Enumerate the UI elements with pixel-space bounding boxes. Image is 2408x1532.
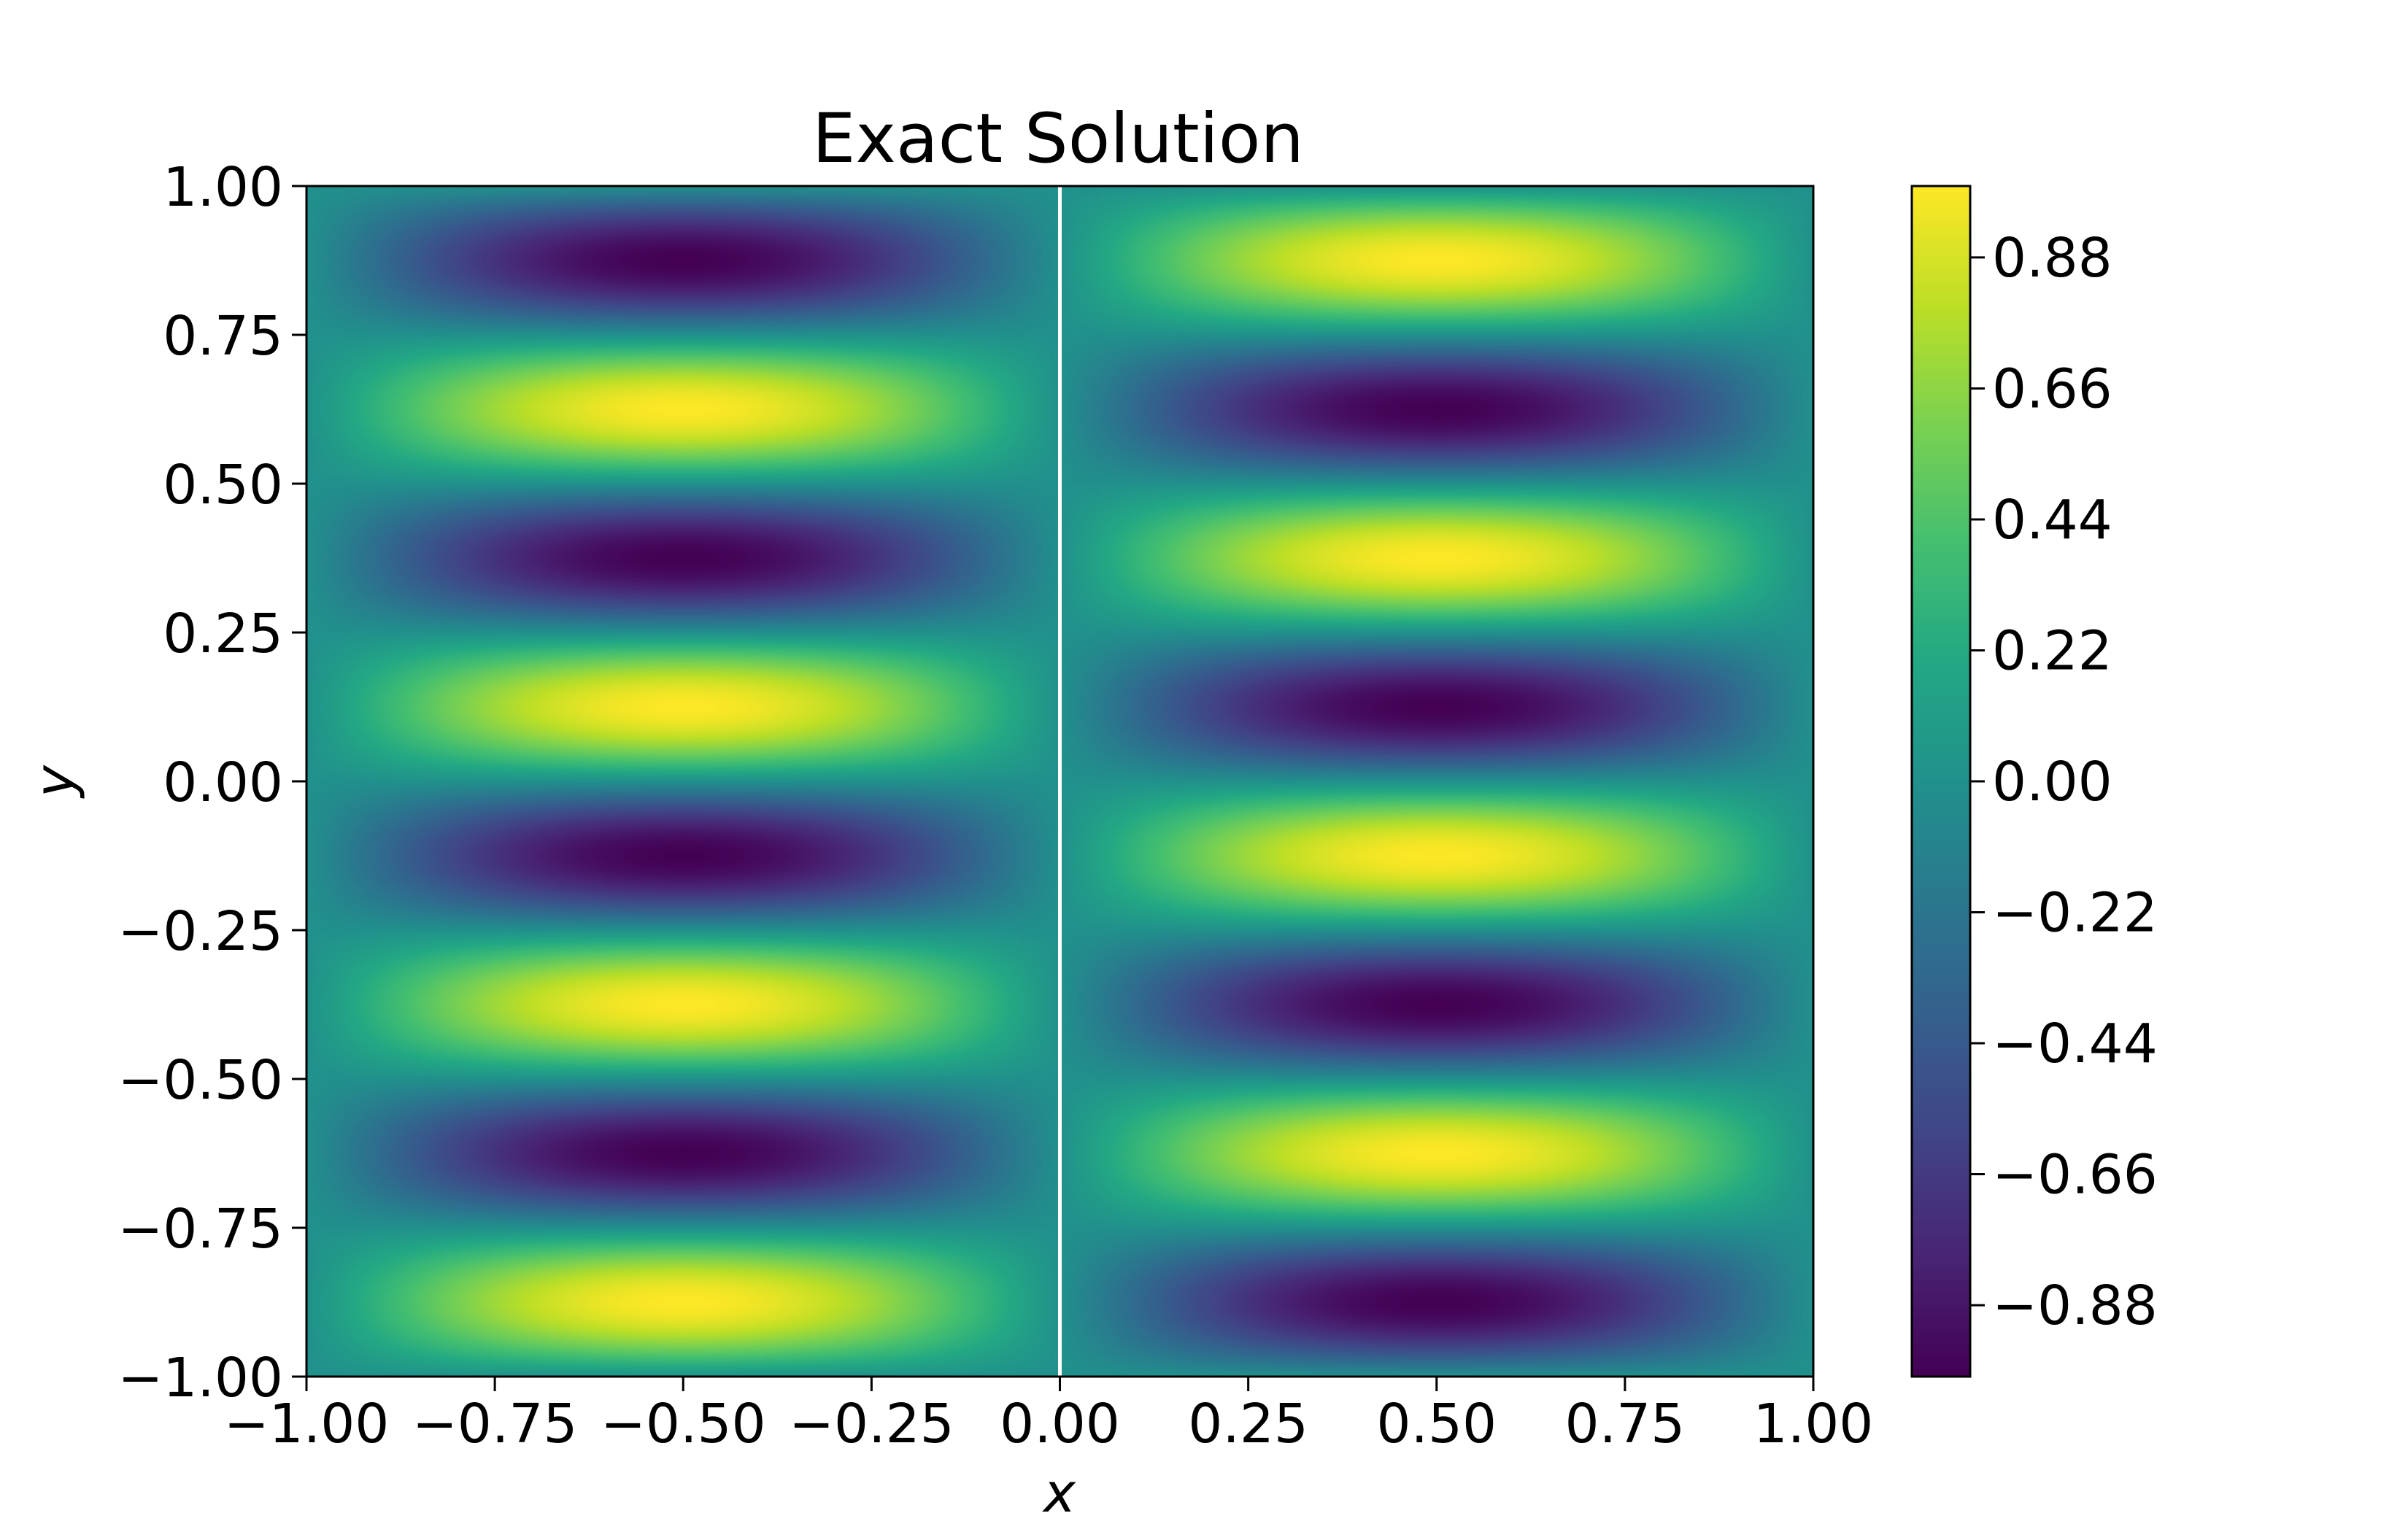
- x-axis-label: x: [1042, 1462, 1076, 1525]
- x-tick-label: 0.00: [1000, 1393, 1120, 1455]
- x-axis: −1.00 −0.75 −0.50 −0.25 0.00 0.25 0.50 0.75 1.00: [224, 1377, 1874, 1455]
- y-tick-label: 1.00: [163, 156, 283, 219]
- colorbar-tick-label: 0.44: [1992, 489, 2112, 552]
- chart-title: Exact Solution: [812, 99, 1304, 179]
- y-tick-label: −1.00: [117, 1347, 283, 1409]
- y-tick-label: 0.50: [163, 454, 283, 517]
- colorbar-tick-label: −0.66: [1992, 1144, 2158, 1207]
- colorbar-tick-label: 0.66: [1992, 357, 2112, 420]
- colorbar-tick-label: −0.88: [1992, 1274, 2158, 1337]
- colorbar-tick-label: 0.22: [1992, 619, 2112, 682]
- heatmap-plot-area: [305, 185, 1815, 1378]
- x-tick-label: 0.50: [1376, 1393, 1497, 1455]
- colorbar-tick-label: −0.44: [1992, 1013, 2158, 1075]
- x-tick-label: −1.00: [224, 1393, 390, 1455]
- y-tick-label: 0.75: [163, 305, 283, 368]
- colorbar-gradient: [1912, 186, 1970, 1377]
- colorbar-tick-label: −0.22: [1992, 882, 2158, 945]
- x-tick-label: 0.75: [1564, 1393, 1685, 1455]
- y-tick-label: −0.50: [117, 1049, 283, 1112]
- y-tick-label: 0.00: [163, 751, 283, 814]
- colorbar-ticks: 0.88 0.66 0.44 0.22 0.00 −0.22 −0.44 −0.66 −0.88: [1970, 227, 2158, 1337]
- colorbar-tick-label: 0.00: [1992, 751, 2112, 813]
- y-axis: 1.00 0.75 0.50 0.25 0.00 −0.25 −0.50 −0.75 −1.00: [117, 156, 306, 1409]
- colorbar: 0.88 0.66 0.44 0.22 0.00 −0.22 −0.44 −0.66 −0.88: [1910, 185, 2158, 1378]
- y-tick-label: −0.75: [117, 1198, 283, 1261]
- colorbar-tick-label: 0.88: [1992, 227, 2112, 290]
- y-tick-label: 0.25: [163, 603, 283, 665]
- x-tick-label: −0.25: [789, 1393, 954, 1455]
- x-tick-label: −0.75: [412, 1393, 578, 1455]
- x-tick-label: 1.00: [1753, 1393, 1874, 1455]
- x-tick-label: −0.50: [601, 1393, 766, 1455]
- y-axis-label: y: [23, 765, 86, 799]
- y-tick-label: −0.25: [117, 900, 283, 963]
- x-tick-label: 0.25: [1188, 1393, 1308, 1455]
